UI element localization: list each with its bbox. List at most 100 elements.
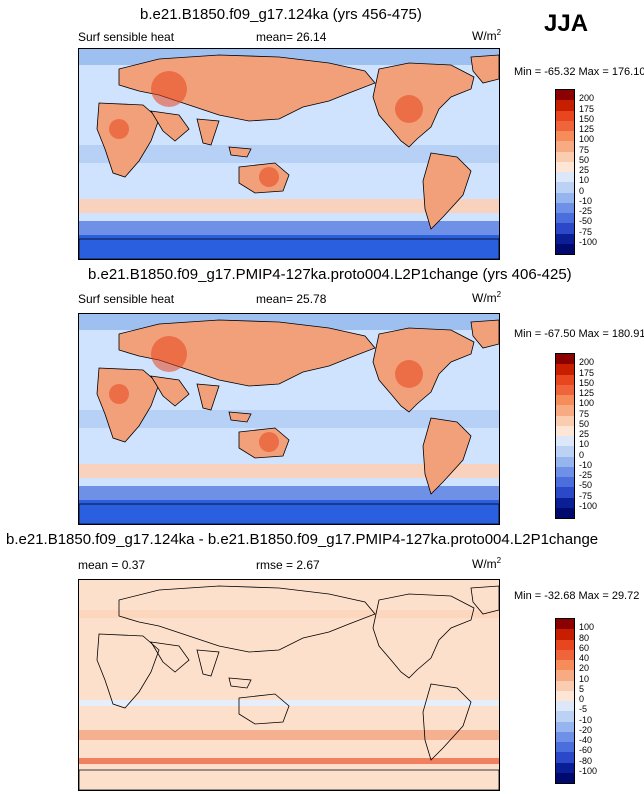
continent-outline bbox=[228, 411, 252, 423]
continent-outline bbox=[228, 146, 252, 158]
colorbar-tick-label: -10 bbox=[579, 459, 593, 470]
colorbar-tick-label: 125 bbox=[579, 124, 595, 134]
heat-hotspot bbox=[109, 384, 129, 404]
colorbar-tick-label: -10 bbox=[579, 714, 593, 725]
heat-hotspot bbox=[395, 95, 423, 123]
colorbar-swatch bbox=[556, 354, 574, 365]
colorbar-swatch bbox=[556, 374, 574, 385]
continent-outline bbox=[96, 633, 160, 709]
colorbar-tick-label: -100 bbox=[579, 236, 598, 247]
colorbar-swatch bbox=[556, 131, 574, 142]
colorbar-tick-label: 150 bbox=[579, 113, 595, 124]
field-band bbox=[79, 199, 499, 213]
season-label: JJA bbox=[544, 10, 589, 37]
colorbar-swatch bbox=[556, 395, 574, 406]
colorbar-swatch bbox=[556, 151, 574, 162]
colorbar-swatch bbox=[556, 762, 574, 773]
panel-2-colorbar bbox=[555, 353, 575, 519]
colorbar-tick-label: -40 bbox=[579, 735, 593, 745]
colorbar-swatch bbox=[556, 456, 574, 467]
colorbar-tick-label: 40 bbox=[579, 653, 590, 663]
colorbar-swatch bbox=[556, 660, 574, 671]
field-band bbox=[79, 486, 499, 504]
panel-3-colorbar bbox=[555, 618, 575, 784]
panel-2-minmax: Min = -67.50 Max = 180.91 bbox=[514, 328, 644, 340]
colorbar-swatch bbox=[556, 497, 574, 508]
continent-outline bbox=[422, 417, 472, 495]
colorbar-swatch bbox=[556, 680, 574, 691]
colorbar-tick-label: -100 bbox=[579, 765, 598, 776]
colorbar-tick-label: 200 bbox=[579, 357, 595, 368]
colorbar-swatch bbox=[556, 639, 574, 650]
field-band bbox=[79, 410, 499, 428]
colorbar-tick-label: 75 bbox=[579, 144, 590, 155]
colorbar-swatch bbox=[556, 436, 574, 447]
colorbar-tick-label: 80 bbox=[579, 632, 590, 643]
colorbar-swatch bbox=[556, 670, 574, 681]
colorbar-swatch bbox=[556, 425, 574, 436]
colorbar-swatch bbox=[556, 487, 574, 498]
continent-outline bbox=[422, 683, 472, 761]
continent-outline bbox=[196, 118, 220, 146]
colorbar-tick-label: 10 bbox=[579, 673, 590, 684]
colorbar-swatch bbox=[556, 182, 574, 193]
panel-3-mean: mean = 0.37 bbox=[78, 558, 146, 572]
colorbar-tick-label: -5 bbox=[579, 704, 588, 715]
field-band bbox=[79, 758, 499, 764]
colorbar-tick-label: 0 bbox=[579, 694, 585, 704]
colorbar-swatch bbox=[556, 110, 574, 121]
colorbar-tick-label: -75 bbox=[579, 490, 593, 501]
colorbar-swatch bbox=[556, 649, 574, 660]
panel-2-mean: mean= 25.78 bbox=[256, 292, 327, 306]
colorbar-swatch bbox=[556, 446, 574, 457]
colorbar-swatch bbox=[556, 161, 574, 172]
panel-3-rmse: rmse = 2.67 bbox=[256, 558, 320, 572]
colorbar-tick-label: -80 bbox=[579, 755, 593, 766]
panel-2-map bbox=[78, 313, 500, 525]
heat-hotspot bbox=[109, 119, 129, 139]
colorbar-swatch bbox=[556, 243, 574, 254]
colorbar-swatch bbox=[556, 690, 574, 701]
colorbar-tick-label: 100 bbox=[579, 398, 595, 409]
continent-outline bbox=[372, 593, 475, 679]
field-band bbox=[79, 221, 499, 239]
continent-outline bbox=[238, 693, 290, 725]
colorbar-tick-label: 0 bbox=[579, 449, 585, 460]
panel-1-map bbox=[78, 48, 500, 260]
colorbar-swatch bbox=[556, 233, 574, 244]
continent-outline bbox=[422, 152, 472, 230]
continent-outline bbox=[196, 649, 220, 677]
colorbar-swatch bbox=[556, 731, 574, 742]
colorbar-tick-label: -25 bbox=[579, 470, 593, 480]
panel-1-minmax: Min = -65.32 Max = 176.10 bbox=[514, 66, 644, 78]
colorbar-swatch bbox=[556, 752, 574, 763]
continent-outline bbox=[196, 383, 220, 411]
colorbar-swatch bbox=[556, 202, 574, 213]
colorbar-tick-label: 175 bbox=[579, 367, 595, 378]
colorbar-swatch bbox=[556, 701, 574, 712]
colorbar-swatch bbox=[556, 364, 574, 375]
colorbar-tick-label: 100 bbox=[579, 622, 595, 633]
colorbar-swatch bbox=[556, 172, 574, 183]
colorbar-tick-label: 75 bbox=[579, 408, 590, 419]
field-band bbox=[79, 700, 499, 706]
colorbar-tick-label: -50 bbox=[579, 216, 593, 227]
continent-outline bbox=[470, 54, 499, 84]
colorbar-swatch bbox=[556, 507, 574, 518]
colorbar-swatch bbox=[556, 619, 574, 630]
panel-3-units: W/m2 bbox=[472, 556, 502, 571]
continent-outline bbox=[150, 641, 190, 673]
colorbar-tick-label: 0 bbox=[579, 185, 585, 196]
panel-2-units: W/m2 bbox=[472, 290, 502, 305]
colorbar-tick-label: -20 bbox=[579, 724, 593, 735]
colorbar-tick-label: -75 bbox=[579, 226, 593, 237]
colorbar-tick-label: 10 bbox=[579, 439, 590, 450]
panel-1-title: b.e21.B1850.f09_g17.124ka (yrs 456-475) bbox=[140, 6, 422, 23]
field-band bbox=[79, 464, 499, 478]
colorbar-tick-label: 20 bbox=[579, 663, 590, 674]
panel-2-title: b.e21.B1850.f09_g17.PMIP4-127ka.proto004… bbox=[88, 266, 572, 283]
colorbar-swatch bbox=[556, 466, 574, 477]
panel-1-variable: Surf sensible heat bbox=[78, 30, 175, 44]
colorbar-tick-label: 5 bbox=[579, 683, 585, 694]
heat-hotspot bbox=[151, 71, 187, 107]
